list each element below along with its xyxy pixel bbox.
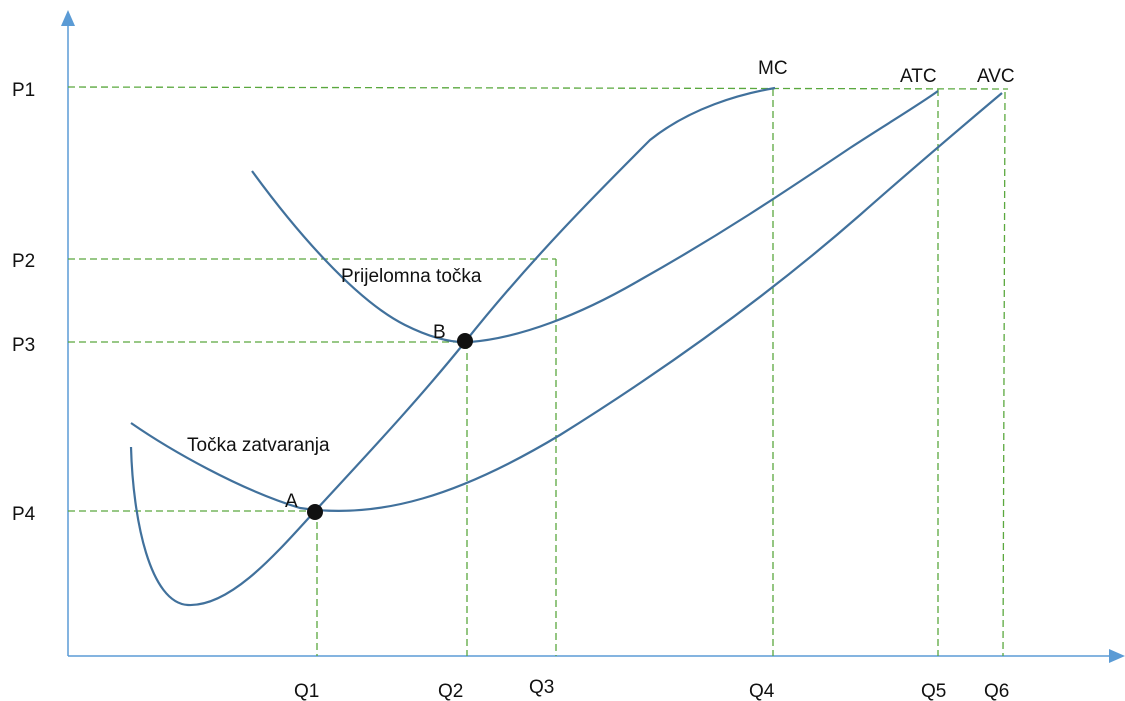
guide-q6: [1002, 91, 1006, 657]
point-b: [457, 333, 473, 349]
horizontal-guides: [67, 86, 1009, 512]
atc-curve: [251, 90, 939, 344]
point-a: [307, 504, 323, 520]
point-a-label: A: [285, 491, 298, 512]
vertical-guides: [316, 89, 1006, 657]
point-b-label: B: [433, 322, 446, 343]
curves: [129, 86, 1003, 607]
x-tick-q2: Q2: [438, 681, 463, 701]
y-tick-p1: P1: [12, 80, 35, 101]
special-points: A B: [285, 322, 473, 520]
mc-label: MC: [758, 58, 788, 79]
y-tick-p2: P2: [12, 251, 35, 272]
x-axis-arrow: [1109, 649, 1125, 663]
x-tick-q6: Q6: [984, 681, 1009, 701]
y-axis-arrow: [61, 10, 75, 26]
x-tick-q5: Q5: [921, 681, 946, 701]
mc-curve: [129, 86, 776, 607]
x-tick-q1: Q1: [294, 681, 319, 701]
avc-label: AVC: [977, 66, 1015, 87]
break-even-label: Prijelomna točka: [341, 266, 482, 287]
y-tick-p4: P4: [12, 504, 36, 525]
y-tick-labels: P1 P2 P3 P4: [12, 80, 36, 525]
atc-label: ATC: [900, 66, 937, 87]
x-tick-q3: Q3: [529, 677, 554, 698]
curve-labels: MC ATC AVC: [758, 58, 1015, 87]
x-tick-q4: Q4: [749, 681, 775, 701]
axes: [61, 10, 1125, 663]
annotations: Prijelomna točka Točka zatvaranja: [187, 266, 482, 456]
x-tick-labels: Q1 Q2 Q3 Q4 Q5 Q6: [294, 677, 1009, 701]
guide-p1: [67, 86, 1009, 90]
shutdown-label: Točka zatvaranja: [187, 435, 330, 456]
y-tick-p3: P3: [12, 335, 35, 356]
avc-curve: [130, 92, 1003, 513]
